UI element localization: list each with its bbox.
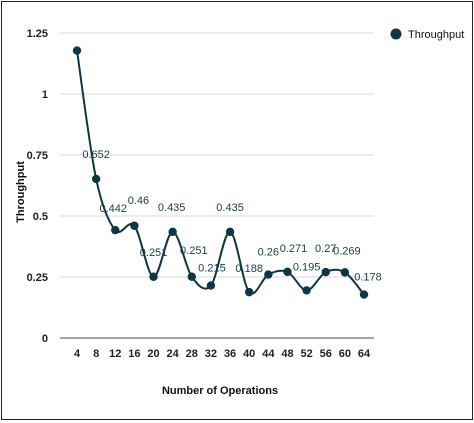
- data-label: 0.251: [140, 247, 168, 259]
- x-tick-label: 12: [109, 348, 121, 360]
- data-point: [187, 272, 196, 281]
- y-axis-ticks: 0 0.25 0.5 0.75 1 1.25: [27, 28, 48, 345]
- data-label: 0.26: [258, 247, 279, 259]
- y-tick-label: 0.5: [33, 211, 48, 223]
- x-tick-label: 32: [205, 348, 217, 360]
- data-point: [225, 227, 235, 237]
- x-tick-label: 36: [224, 348, 236, 360]
- y-tick-label: 0: [42, 333, 48, 345]
- data-label: 0.46: [128, 195, 149, 207]
- data-label: 0.27: [315, 243, 336, 255]
- x-tick-label: 44: [262, 348, 275, 360]
- data-label: 0.442: [100, 203, 128, 215]
- legend-marker: [390, 28, 402, 40]
- data-label: 0.435: [158, 202, 186, 214]
- x-tick-label: 28: [186, 348, 198, 360]
- x-tick-label: 56: [320, 348, 332, 360]
- data-point: [340, 268, 350, 277]
- data-label: 0.251: [180, 245, 208, 257]
- legend: Throughput: [390, 28, 464, 41]
- x-tick-label: 4: [74, 348, 81, 360]
- data-point: [130, 221, 139, 230]
- x-tick-label: 24: [167, 348, 180, 360]
- data-point: [111, 225, 120, 235]
- data-point: [72, 46, 82, 55]
- data-point: [206, 281, 216, 290]
- data-point: [91, 174, 101, 184]
- data-label: 0.215: [198, 263, 226, 275]
- data-point: [283, 267, 292, 277]
- series-throughput: [72, 46, 369, 299]
- data-point: [149, 272, 158, 281]
- x-axis-ticks: 4 8 12 16 20 24 28 32 36 40 44 48 52 56 60 64: [74, 348, 371, 360]
- data-label: 0.435: [216, 202, 244, 214]
- x-tick-label: 48: [281, 348, 293, 360]
- data-label: 0.188: [235, 263, 263, 275]
- data-point: [302, 286, 311, 295]
- x-tick-label: 16: [128, 348, 140, 360]
- data-label: 0.269: [333, 245, 361, 257]
- x-tick-label: 64: [358, 348, 371, 360]
- grid-lines: [60, 32, 374, 339]
- data-label: 0.271: [280, 243, 308, 255]
- x-tick-label: 52: [300, 348, 312, 360]
- data-point: [321, 267, 330, 277]
- data-point: [168, 227, 177, 237]
- legend-label: Throughput: [408, 29, 464, 41]
- data-point: [359, 290, 369, 299]
- x-axis-title: Number of Operations: [162, 385, 278, 397]
- x-tick-label: 8: [93, 348, 99, 360]
- data-label: 0.195: [293, 261, 321, 273]
- data-point: [245, 287, 254, 297]
- data-label: 0.178: [354, 272, 382, 284]
- y-tick-label: 0.75: [27, 150, 48, 162]
- x-tick-label: 20: [147, 348, 159, 360]
- y-tick-label: 1: [42, 89, 48, 101]
- y-axis-title: Throughput: [15, 161, 27, 223]
- series-line: [76, 50, 365, 296]
- y-tick-label: 0.25: [27, 272, 48, 284]
- x-tick-label: 60: [339, 348, 351, 360]
- x-tick-label: 40: [243, 348, 255, 360]
- data-label: 0.652: [82, 149, 110, 161]
- data-point: [264, 270, 273, 279]
- y-tick-label: 1.25: [27, 28, 48, 40]
